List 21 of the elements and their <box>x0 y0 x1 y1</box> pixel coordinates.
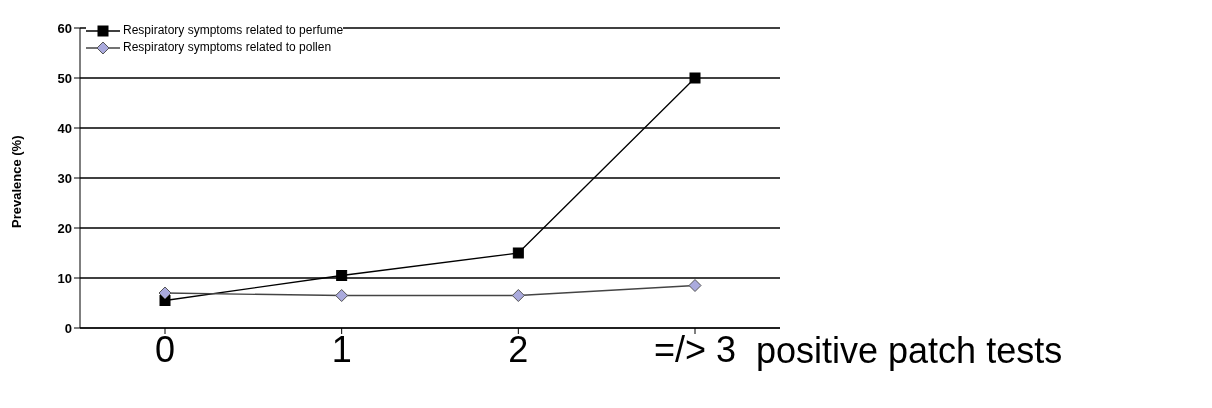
x-tick-label: 1 <box>331 328 352 370</box>
y-tick-label: 60 <box>57 20 72 36</box>
point <box>335 289 349 302</box>
point <box>336 270 348 281</box>
x-tick-label: 0 <box>154 328 176 370</box>
point <box>158 286 172 300</box>
y-tick-label: 30 <box>57 170 72 186</box>
point <box>511 289 525 302</box>
x-tick-label: =/> 3 <box>653 328 737 370</box>
y-tick-label: 20 <box>57 220 72 236</box>
x-tick-label: 2 <box>508 328 529 370</box>
y-tick-label: 40 <box>57 120 72 136</box>
y-axis-title: Prevalence (%) <box>8 135 24 228</box>
x-axis-title: positive patch tests <box>756 330 1063 372</box>
legend-label: Respiratory symptoms related to perfume <box>123 22 344 39</box>
y-tick-label: 50 <box>57 70 72 86</box>
point <box>688 279 702 292</box>
point <box>689 72 701 84</box>
legend-label: Respiratory symptoms related to pollen <box>123 39 332 56</box>
point <box>512 247 524 259</box>
y-tick-label: 10 <box>57 270 72 286</box>
